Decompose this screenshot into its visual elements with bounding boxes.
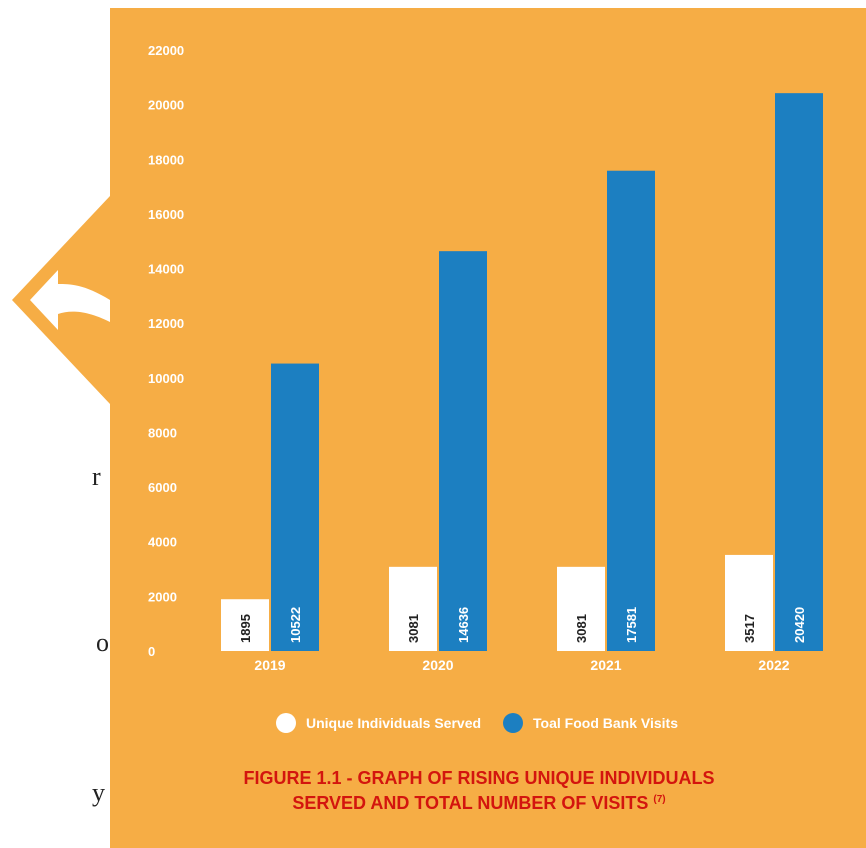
y-axis: 0 2000 4000 6000 8000 10000 12000 14000 16000 180… — [148, 43, 184, 659]
bar-total-visits — [775, 93, 823, 652]
y-tick-label: 2000 — [148, 589, 177, 604]
y-tick-label: 10000 — [148, 371, 184, 386]
legend: Unique Individuals Served Toal Food Bank… — [276, 713, 678, 733]
legend-item-visits: Toal Food Bank Visits — [503, 713, 678, 733]
figure-caption: FIGURE 1.1 - GRAPH OF RISING UNIQUE INDI… — [110, 767, 848, 814]
panel-pointer — [12, 196, 110, 404]
y-tick-label: 0 — [148, 644, 155, 659]
bar-unique-individuals — [725, 554, 773, 651]
bar-unique-individuals — [221, 599, 269, 651]
y-tick-label: 8000 — [148, 425, 177, 440]
bar-value-label: 3081 — [574, 614, 589, 643]
bar-value-label: 17581 — [624, 607, 639, 643]
bar-unique-individuals — [557, 566, 605, 651]
bar-unique-individuals — [389, 566, 437, 651]
bar-value-label: 3081 — [406, 614, 421, 643]
bar-total-visits — [439, 251, 487, 652]
caption-line-1: FIGURE 1.1 - GRAPH OF RISING UNIQUE INDI… — [243, 768, 715, 788]
bar-value-label: 14636 — [456, 607, 471, 643]
bar-chart: 0 2000 4000 6000 8000 10000 12000 14000 16000 180… — [148, 43, 823, 673]
legend-item-unique: Unique Individuals Served — [276, 713, 481, 733]
bar-value-label: 10522 — [288, 607, 303, 643]
y-tick-label: 22000 — [148, 43, 184, 58]
x-category-label: 2019 — [254, 657, 285, 673]
bar-total-visits — [271, 363, 319, 651]
x-category-label: 2021 — [590, 657, 621, 673]
bars: 1895 10522 3081 14636 3081 17581 3517 20420 — [221, 93, 823, 652]
bar-value-label: 1895 — [238, 614, 253, 643]
caption-line-2-text: SERVED AND TOTAL NUMBER OF VISITS — [292, 793, 649, 813]
legend-label: Toal Food Bank Visits — [533, 715, 678, 731]
caption-line-2: SERVED AND TOTAL NUMBER OF VISITS (7) — [110, 789, 848, 814]
page-text-fragment: r — [92, 462, 101, 491]
x-axis: 2019 2020 2021 2022 — [254, 657, 789, 673]
y-tick-label: 18000 — [148, 152, 184, 167]
bar-value-label: 3517 — [742, 614, 757, 643]
legend-swatch-blue — [503, 713, 524, 733]
y-tick-label: 14000 — [148, 262, 184, 277]
bar-value-label: 20420 — [792, 607, 807, 643]
y-tick-label: 6000 — [148, 480, 177, 495]
back-arrow-icon — [30, 270, 110, 330]
y-tick-label: 4000 — [148, 535, 177, 550]
x-category-label: 2022 — [758, 657, 789, 673]
y-tick-label: 12000 — [148, 316, 184, 331]
caption-reference: (7) — [653, 794, 666, 805]
y-tick-label: 16000 — [148, 207, 184, 222]
page-text-fragment: y — [92, 778, 105, 807]
bar-total-visits — [607, 170, 655, 651]
legend-label: Unique Individuals Served — [306, 715, 482, 731]
y-tick-label: 20000 — [148, 98, 184, 113]
x-category-label: 2020 — [422, 657, 453, 673]
chart-panel — [110, 8, 866, 848]
legend-swatch-white — [276, 713, 296, 733]
page-text-fragment: o — [96, 628, 109, 657]
